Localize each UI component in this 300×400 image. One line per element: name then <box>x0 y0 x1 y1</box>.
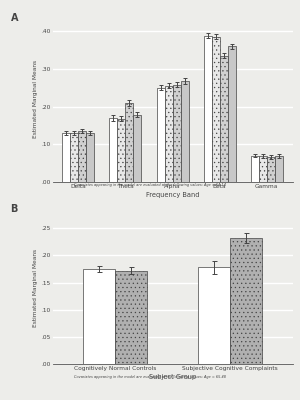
Text: Covariates appearing in the model are evaluated at the following values: Age = 6: Covariates appearing in the model are ev… <box>74 375 226 379</box>
Bar <box>267 157 274 182</box>
X-axis label: Frequency Band: Frequency Band <box>146 192 199 198</box>
Bar <box>198 267 230 364</box>
Bar <box>86 133 94 182</box>
Bar <box>62 133 70 182</box>
Bar <box>164 86 172 182</box>
Text: A: A <box>11 13 18 23</box>
Bar <box>259 156 267 182</box>
Bar <box>110 118 117 182</box>
Bar <box>212 37 220 182</box>
Bar <box>83 269 116 364</box>
Bar <box>204 36 212 182</box>
Bar <box>134 115 141 182</box>
Bar <box>172 85 181 182</box>
Text: Covariates appearing in the model are evaluated at the following values: Age = 6: Covariates appearing in the model are ev… <box>74 183 226 187</box>
Bar <box>230 238 262 364</box>
Bar <box>70 133 78 182</box>
Bar <box>78 131 86 182</box>
Bar <box>157 88 164 182</box>
Bar <box>117 119 125 182</box>
Bar <box>125 103 134 182</box>
Bar <box>228 46 236 182</box>
Bar <box>116 271 147 364</box>
Text: B: B <box>11 204 18 214</box>
Y-axis label: Estimated Marginal Means: Estimated Marginal Means <box>33 249 38 327</box>
X-axis label: Subject Group: Subject Group <box>149 374 196 380</box>
Bar <box>250 156 259 182</box>
Bar <box>220 56 228 182</box>
Y-axis label: Estimated Marginal Means: Estimated Marginal Means <box>33 60 38 138</box>
Bar <box>274 156 283 182</box>
Bar <box>181 81 188 182</box>
